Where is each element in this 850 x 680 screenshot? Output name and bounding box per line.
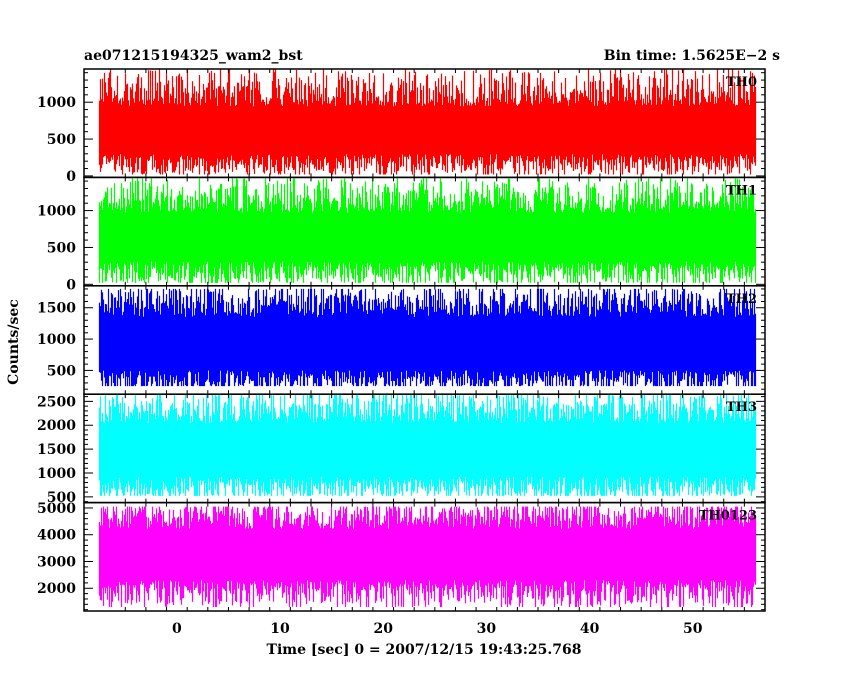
x-tick-label: 50 bbox=[683, 621, 703, 637]
x-tick-label: 0 bbox=[172, 621, 182, 637]
panel-th2: 500 1000 1500 TH2 bbox=[37, 285, 766, 395]
panel-th0: 0 500 1000 TH0 bbox=[37, 68, 766, 185]
y-tick-label: 500 bbox=[47, 490, 76, 506]
x-tick-label: 30 bbox=[477, 621, 497, 637]
y-tick-label: 2000 bbox=[37, 418, 76, 434]
panel-label-th0: TH0 bbox=[726, 75, 757, 90]
panel-label-th1: TH1 bbox=[726, 183, 757, 198]
y-tick-label: 1500 bbox=[37, 442, 76, 458]
y-tick-label: 1000 bbox=[37, 204, 76, 220]
panel-frame bbox=[83, 501, 766, 612]
y-tick-label: 1000 bbox=[37, 466, 76, 482]
y-tick-label: 500 bbox=[47, 240, 76, 256]
panel-label-th3: TH3 bbox=[726, 400, 757, 415]
y-tick-label: 500 bbox=[47, 132, 76, 148]
y-axis-title: Counts/sec bbox=[6, 299, 22, 385]
x-tick-label: 10 bbox=[270, 621, 290, 637]
bin-time-label: Bin time: 1.5625E−2 s bbox=[604, 48, 780, 64]
y-tick-label: 0 bbox=[66, 169, 76, 185]
panels-group: 05001000TH005001000TH150010001500TH25001… bbox=[37, 68, 766, 637]
series-th3-line bbox=[98, 394, 757, 496]
y-tick-label: 0 bbox=[66, 277, 76, 293]
x-tick-label: 40 bbox=[580, 621, 600, 637]
panel-label-th2: TH2 bbox=[726, 292, 757, 307]
y-tick-label: 1000 bbox=[37, 95, 76, 111]
panel-th0123: 2000 3000 4000 5000 TH0123 bbox=[37, 501, 766, 612]
panel-label-th0123: TH0123 bbox=[699, 509, 757, 524]
y-tick-label: 3000 bbox=[37, 554, 76, 570]
y-tick-label: 4000 bbox=[37, 528, 76, 544]
series-th2-line bbox=[98, 288, 757, 387]
y-tick-label: 500 bbox=[47, 363, 76, 379]
x-tick-label: 20 bbox=[373, 621, 393, 637]
y-tick-label: 5000 bbox=[37, 501, 76, 517]
plot-title: ae071215194325_wam2_bst bbox=[84, 48, 303, 64]
series-th0123-line bbox=[98, 506, 757, 607]
series-th1-line bbox=[98, 177, 757, 283]
y-tick-label: 2500 bbox=[37, 394, 76, 410]
x-axis-title: Time [sec] 0 = 2007/12/15 19:43:25.768 bbox=[267, 642, 582, 658]
panel-th1: 0 500 1000 TH1 bbox=[37, 176, 766, 293]
y-tick-label: 1500 bbox=[37, 301, 76, 317]
series-th0-line bbox=[98, 69, 757, 175]
y-tick-label: 1000 bbox=[37, 332, 76, 348]
y-tick-label: 2000 bbox=[37, 581, 76, 597]
panel-th3: 500 1000 1500 2000 2500 TH3 bbox=[37, 393, 766, 506]
